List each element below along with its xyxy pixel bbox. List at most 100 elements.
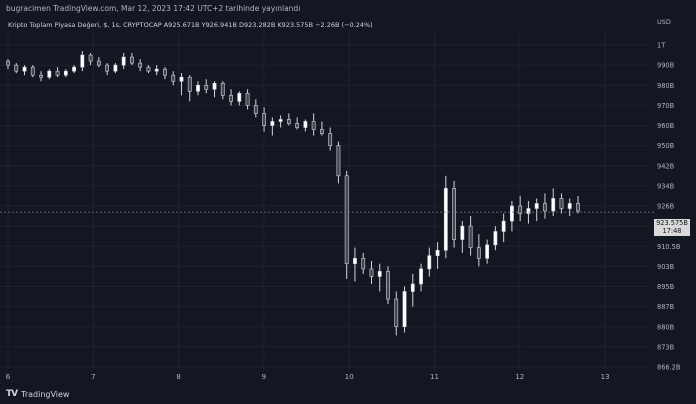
candle-body <box>551 198 556 212</box>
x-tick-label: 10 <box>345 373 354 381</box>
legend-symbol: Kripto Toplam Piyasa Değeri, $, 1s, CRYP… <box>8 21 162 29</box>
candle-body <box>377 271 382 277</box>
candle <box>443 175 448 259</box>
candle <box>204 79 209 94</box>
y-tick-label: 1T <box>657 42 666 50</box>
candle-body <box>369 268 374 277</box>
candle-body <box>493 231 498 246</box>
y-tick-label: 880B <box>657 323 675 331</box>
candle-body <box>353 258 357 264</box>
candle-body <box>22 66 27 72</box>
candle-body <box>47 70 52 78</box>
x-tick-label: 9 <box>262 373 266 381</box>
legend-open: A925.671B <box>163 21 200 29</box>
candle <box>196 81 200 96</box>
legend-low: D923.282B <box>239 21 276 29</box>
tradingview-brand: TradingView <box>21 389 70 399</box>
candle-body <box>344 175 349 264</box>
candle-body <box>113 64 118 72</box>
tradingview-logo-icon: TV <box>6 389 18 399</box>
candle-body <box>196 84 200 92</box>
candle <box>262 107 266 132</box>
y-tick-label: 866.2B <box>657 364 681 372</box>
currency-label: USD <box>657 18 671 26</box>
candle <box>80 51 85 72</box>
candle <box>22 65 27 76</box>
current-price-value: 923.575B <box>656 219 688 227</box>
y-tick-label: 887B <box>657 303 675 311</box>
y-tick-label: 960B <box>657 122 675 130</box>
candle-body <box>270 121 275 126</box>
y-tick-label: 873B <box>657 343 675 351</box>
candle-body <box>286 119 291 124</box>
x-tick-label: 11 <box>430 373 439 381</box>
candle <box>138 59 143 72</box>
candle-body <box>468 225 473 248</box>
candle-body <box>6 60 10 66</box>
candle <box>187 75 192 102</box>
y-tick-label: 903B <box>657 263 675 271</box>
current-price-time: 17:48 <box>662 227 682 235</box>
candle-body <box>220 82 225 96</box>
candle-body <box>534 203 539 209</box>
candle <box>576 195 580 214</box>
candle <box>328 127 333 151</box>
candle-body <box>476 247 481 259</box>
candle <box>47 69 52 80</box>
candle-body <box>543 203 547 212</box>
candle-body <box>229 95 233 102</box>
candle <box>245 89 250 110</box>
candle-body <box>419 268 423 285</box>
candle-body <box>14 64 19 72</box>
candle-body <box>253 105 258 114</box>
candle-body <box>559 198 564 209</box>
candle <box>369 261 374 284</box>
candle-body <box>130 56 134 64</box>
candle <box>171 71 176 86</box>
y-tick-label: 970B <box>657 102 675 110</box>
candle-body <box>518 205 523 214</box>
candle <box>344 170 349 279</box>
candle <box>88 53 93 66</box>
candle <box>559 193 564 214</box>
candle <box>220 81 225 100</box>
candle-body <box>179 76 184 82</box>
candle-body <box>154 68 159 72</box>
candle-body <box>526 208 531 214</box>
candle-body <box>88 54 93 62</box>
candle-body <box>452 188 456 240</box>
candle-body <box>96 60 101 66</box>
candle <box>320 121 324 136</box>
candle-body <box>435 249 440 256</box>
candle <box>427 247 432 277</box>
candle-body <box>320 129 324 134</box>
candle <box>237 91 242 106</box>
candle <box>39 71 43 82</box>
legend-close: K923.575B <box>277 21 314 29</box>
candle <box>468 216 473 256</box>
candle-body <box>501 220 506 232</box>
candle <box>130 53 134 66</box>
candle <box>295 117 300 130</box>
y-tick-label: 942B <box>657 162 675 170</box>
candle-body <box>146 66 151 72</box>
candle-body <box>394 298 399 328</box>
candle <box>72 65 76 74</box>
candle <box>105 63 110 76</box>
candle <box>121 53 126 70</box>
candle-body <box>386 271 390 300</box>
candle <box>485 239 490 264</box>
candle <box>14 63 19 74</box>
tradingview-footer[interactable]: TV TradingView <box>6 389 69 399</box>
candle-body <box>212 82 217 90</box>
candle <box>30 65 35 78</box>
x-tick-label: 12 <box>515 373 524 381</box>
candle <box>179 73 184 96</box>
candle-body <box>443 188 448 251</box>
candle <box>419 263 423 292</box>
y-tick-label: 990B <box>657 62 675 70</box>
candle-body <box>138 62 143 68</box>
candle <box>460 221 465 253</box>
candle-body <box>80 54 85 68</box>
